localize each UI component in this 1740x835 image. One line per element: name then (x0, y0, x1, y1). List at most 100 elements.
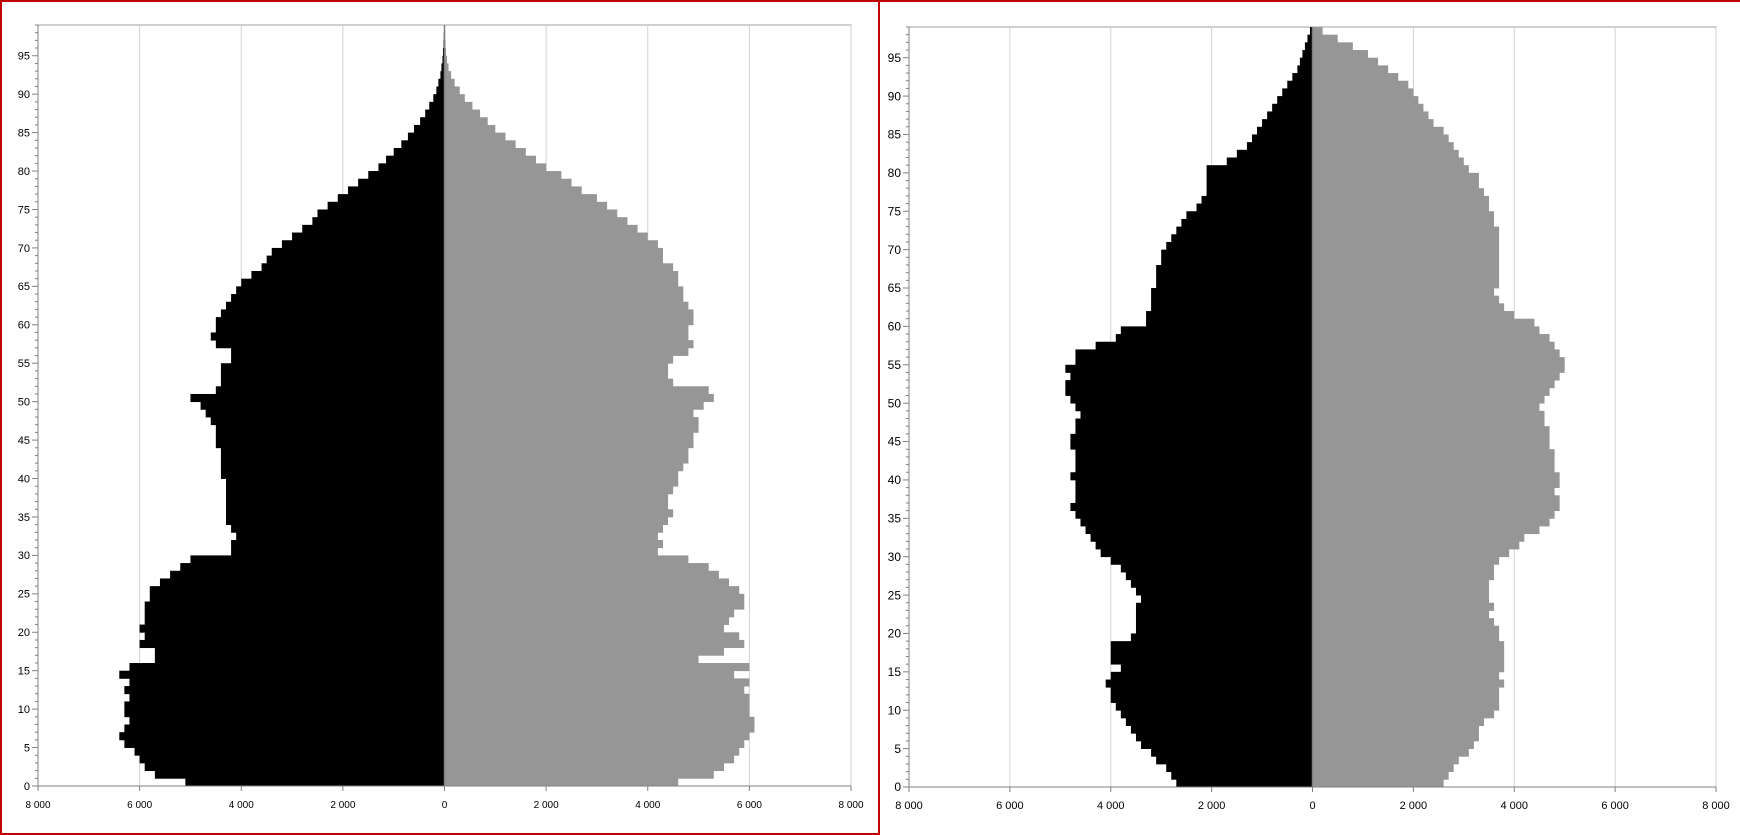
bar-right-age-14 (1312, 671, 1500, 680)
series-left (119, 25, 445, 787)
bar-left-age-45 (215, 432, 445, 441)
bar-left-age-84 (1251, 134, 1313, 143)
bar-left-age-42 (220, 455, 445, 464)
bar-left-age-14 (1110, 671, 1313, 680)
bar-right-age-68 (444, 255, 663, 264)
bar-right-age-92 (444, 71, 452, 80)
bar-left-age-11 (129, 693, 445, 702)
bar-left-age-14 (119, 670, 445, 679)
bar-left-age-59 (1120, 326, 1313, 335)
bar-left-age-5 (124, 739, 445, 748)
bar-left-age-20 (1135, 625, 1313, 634)
bar-right-age-59 (444, 324, 689, 333)
bar-left-age-36 (1070, 502, 1313, 512)
bar-right-age-33 (444, 524, 663, 533)
bar-left-age-34 (226, 516, 445, 526)
bar-right-age-89 (1312, 96, 1419, 105)
bar-right-age-69 (444, 247, 663, 257)
bar-left-age-92 (1292, 73, 1313, 82)
bar-right-age-82 (1312, 149, 1459, 158)
bar-right-age-53 (1312, 372, 1560, 381)
bar-right-age-83 (1312, 142, 1454, 151)
bar-left-age-80 (378, 163, 445, 172)
bar-left-age-90 (436, 86, 445, 95)
x-tick-label: 8 000 (895, 800, 923, 812)
bar-left-age-41 (220, 463, 445, 472)
bar-left-age-91 (438, 78, 445, 87)
bar-right-age-25 (1312, 587, 1490, 596)
bar-right-age-91 (1312, 80, 1409, 89)
y-tick-label: 50 (888, 396, 902, 410)
bar-left-age-44 (1070, 441, 1313, 450)
bar-left-age-73 (312, 217, 445, 226)
bar-right-age-7 (444, 724, 755, 733)
bar-right-age-73 (444, 217, 628, 226)
y-tick-label: 35 (18, 512, 30, 524)
bar-left-age-57 (1095, 341, 1313, 350)
bar-left-age-67 (1156, 264, 1313, 274)
series-right (1312, 27, 1565, 788)
bar-right-age-71 (444, 232, 648, 241)
bar-right-age-39 (1312, 479, 1560, 489)
y-tick-label: 30 (888, 550, 902, 564)
bar-left-age-26 (1130, 579, 1313, 588)
bar-right-age-13 (1312, 679, 1505, 688)
bar-left-age-18 (139, 639, 445, 649)
bar-left-age-32 (236, 532, 445, 541)
bar-right-age-54 (1312, 364, 1565, 373)
bar-right-age-77 (444, 186, 582, 195)
bar-right-age-0 (1312, 779, 1444, 788)
bar-right-age-2 (1312, 763, 1454, 773)
bar-left-age-0 (185, 778, 445, 787)
bar-right-age-11 (444, 693, 750, 702)
bar-left-age-18 (1110, 641, 1313, 650)
bar-left-age-70 (281, 240, 445, 249)
bar-right-age-11 (1312, 694, 1500, 703)
bar-right-age-20 (444, 624, 724, 633)
population-pyramid-chart-right: 0 5 10 15 20 25 30 35 40 45 50 55 60 65 70 75 80 85 90 95 8 … (888, 26, 1730, 812)
bar-left-age-53 (220, 370, 445, 379)
bar-right-age-27 (1312, 572, 1495, 581)
bar-left-age-98 (1309, 27, 1313, 36)
bar-left-age-17 (154, 647, 445, 656)
bar-right-age-4 (444, 747, 740, 756)
y-tick-label: 55 (888, 358, 902, 372)
bar-left-age-55 (231, 355, 445, 364)
bar-left-age-33 (1085, 525, 1313, 535)
x-tick-label: 6 000 (737, 800, 762, 811)
bar-right-age-31 (1312, 541, 1520, 550)
bar-right-age-44 (1312, 441, 1550, 450)
bar-left-age-51 (1065, 387, 1313, 396)
bar-right-age-3 (444, 755, 735, 764)
bar-left-age-64 (1151, 288, 1313, 297)
bar-right-age-16 (444, 655, 699, 664)
bar-left-age-44 (215, 440, 445, 449)
bar-left-age-95 (1302, 50, 1313, 59)
bar-left-age-3 (1156, 756, 1313, 765)
bar-right-age-14 (444, 670, 735, 679)
bar-left-age-9 (124, 709, 445, 718)
bar-left-age-61 (220, 309, 445, 318)
bar-right-age-4 (1312, 748, 1469, 757)
bar-right-age-30 (444, 547, 658, 556)
bar-left-age-24 (1141, 595, 1313, 604)
y-tick-label: 60 (888, 320, 902, 334)
bar-left-age-64 (236, 286, 445, 295)
bar-left-age-46 (1075, 426, 1313, 435)
bar-right-age-37 (1312, 495, 1560, 504)
bar-left-age-47 (1075, 418, 1313, 427)
bar-left-age-48 (1080, 410, 1313, 419)
bar-left-age-29 (1110, 556, 1313, 565)
bar-left-age-22 (1135, 610, 1313, 619)
y-tick-label: 25 (888, 588, 902, 602)
y-tick-label: 45 (18, 435, 30, 447)
bar-left-age-16 (1110, 656, 1313, 665)
bar-left-age-71 (292, 232, 445, 241)
bar-right-age-79 (1312, 172, 1479, 181)
bar-right-age-24 (444, 593, 745, 602)
bar-left-age-20 (139, 624, 445, 633)
bar-right-age-69 (1312, 249, 1500, 258)
bar-left-age-39 (1075, 479, 1313, 489)
x-tick-label: 6 000 (1601, 800, 1629, 812)
bar-right-age-64 (1312, 288, 1495, 297)
